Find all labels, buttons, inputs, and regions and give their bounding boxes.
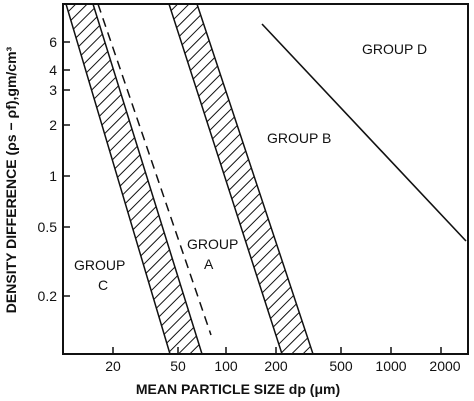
boundaries [65, 4, 467, 354]
c-a-dashed-boundary [97, 4, 212, 336]
x-tick-label: 2000 [429, 358, 460, 374]
y-tick-label: 1 [49, 168, 57, 184]
group-d-label: GROUP D [362, 41, 427, 57]
y-tick-label: 2 [49, 117, 57, 133]
group-a-label-line1: GROUP [187, 236, 238, 252]
b-d-boundary [261, 23, 467, 242]
y-axis-title: DENSITY DIFFERENCE (ρs − ρf),gm/cm³ [3, 46, 19, 313]
x-axis-title: MEAN PARTICLE SIZE dp (μm) [136, 381, 340, 397]
x-tick-label: 50 [170, 358, 186, 374]
x-axis-ticks [112, 347, 442, 354]
y-tick-label: 0.5 [38, 219, 58, 235]
group-a-label-line2: A [204, 256, 214, 272]
group-b-label: GROUP B [267, 130, 331, 146]
x-tick-label: 1000 [375, 358, 406, 374]
group-c-label-line2: C [98, 277, 108, 293]
plot-frame [62, 3, 469, 355]
x-tick-label: 200 [264, 358, 288, 374]
y-tick-label: 6 [49, 34, 57, 50]
y-axis-ticks [63, 41, 70, 297]
x-tick-label: 500 [329, 358, 353, 374]
c-a-boundary-band [65, 4, 203, 354]
a-b-boundary-band [168, 4, 314, 354]
y-tick-label: 0.2 [38, 288, 58, 304]
y-tick-label: 3 [49, 82, 57, 98]
group-c-label-line1: GROUP [74, 257, 125, 273]
y-tick-label: 4 [49, 62, 57, 78]
x-tick-label: 20 [105, 358, 121, 374]
x-tick-label: 100 [214, 358, 238, 374]
